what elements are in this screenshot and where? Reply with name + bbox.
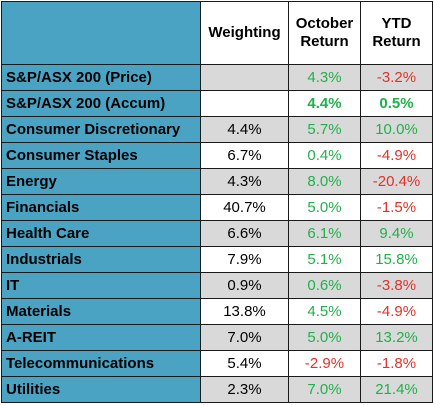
row-name: A-REIT — [1, 324, 201, 351]
header-row: Weighting October Return YTD Return — [1, 1, 433, 65]
row-name: Consumer Staples — [1, 142, 201, 169]
header-corner-cell — [1, 1, 201, 65]
row-ytd-return: -4.9% — [360, 298, 433, 325]
table-row: S&P/ASX 200 (Accum) 4.4% 0.5% — [1, 90, 433, 117]
header-october-return: October Return — [288, 1, 361, 65]
table-row: Industrials 7.9% 5.1% 15.8% — [1, 246, 433, 273]
row-october-return: 4.4% — [288, 90, 361, 117]
table-row: Utilities 2.3% 7.0% 21.4% — [1, 376, 433, 403]
row-ytd-return: -1.5% — [360, 194, 433, 221]
table-row: IT 0.9% 0.6% -3.8% — [1, 272, 433, 299]
row-ytd-return: -1.8% — [360, 350, 433, 377]
row-october-return: 6.1% — [288, 220, 361, 247]
row-name: Industrials — [1, 246, 201, 273]
row-weighting: 0.9% — [200, 272, 289, 299]
row-name: Consumer Discretionary — [1, 116, 201, 143]
row-ytd-return: -3.8% — [360, 272, 433, 299]
row-october-return: 5.0% — [288, 324, 361, 351]
header-weighting: Weighting — [200, 1, 289, 65]
row-october-return: 7.0% — [288, 376, 361, 403]
row-weighting: 4.4% — [200, 116, 289, 143]
row-october-return: 5.1% — [288, 246, 361, 273]
row-ytd-return: 21.4% — [360, 376, 433, 403]
table-row: Energy 4.3% 8.0% -20.4% — [1, 168, 433, 195]
row-october-return: 5.0% — [288, 194, 361, 221]
row-ytd-return: -20.4% — [360, 168, 433, 195]
row-weighting: 6.6% — [200, 220, 289, 247]
row-weighting — [200, 90, 289, 117]
row-ytd-return: -4.9% — [360, 142, 433, 169]
row-ytd-return: 10.0% — [360, 116, 433, 143]
row-weighting: 2.3% — [200, 376, 289, 403]
row-name: Telecommunications — [1, 350, 201, 377]
row-name: IT — [1, 272, 201, 299]
row-weighting: 5.4% — [200, 350, 289, 377]
row-october-return: 5.7% — [288, 116, 361, 143]
row-weighting: 7.9% — [200, 246, 289, 273]
table-row: Financials 40.7% 5.0% -1.5% — [1, 194, 433, 221]
table-row: Materials 13.8% 4.5% -4.9% — [1, 298, 433, 325]
row-name: Financials — [1, 194, 201, 221]
row-october-return: 0.6% — [288, 272, 361, 299]
row-october-return: 8.0% — [288, 168, 361, 195]
row-october-return: 4.5% — [288, 298, 361, 325]
row-ytd-return: -3.2% — [360, 64, 433, 91]
row-october-return: 0.4% — [288, 142, 361, 169]
row-october-return: 4.3% — [288, 64, 361, 91]
table-row: Consumer Discretionary 4.4% 5.7% 10.0% — [1, 116, 433, 143]
row-weighting: 4.3% — [200, 168, 289, 195]
table-row: Health Care 6.6% 6.1% 9.4% — [1, 220, 433, 247]
row-ytd-return: 15.8% — [360, 246, 433, 273]
table-row: A-REIT 7.0% 5.0% 13.2% — [1, 324, 433, 351]
row-name: Energy — [1, 168, 201, 195]
header-ytd-return: YTD Return — [360, 1, 433, 65]
row-weighting: 40.7% — [200, 194, 289, 221]
row-name: Health Care — [1, 220, 201, 247]
row-ytd-return: 9.4% — [360, 220, 433, 247]
row-weighting: 6.7% — [200, 142, 289, 169]
table-row: Consumer Staples 6.7% 0.4% -4.9% — [1, 142, 433, 169]
row-name: Materials — [1, 298, 201, 325]
row-ytd-return: 0.5% — [360, 90, 433, 117]
row-weighting — [200, 64, 289, 91]
row-ytd-return: 13.2% — [360, 324, 433, 351]
table-row: Telecommunications 5.4% -2.9% -1.8% — [1, 350, 433, 377]
row-weighting: 7.0% — [200, 324, 289, 351]
row-weighting: 13.8% — [200, 298, 289, 325]
row-october-return: -2.9% — [288, 350, 361, 377]
row-name: S&P/ASX 200 (Accum) — [1, 90, 201, 117]
row-name: S&P/ASX 200 (Price) — [1, 64, 201, 91]
table-row: S&P/ASX 200 (Price) 4.3% -3.2% — [1, 64, 433, 91]
row-name: Utilities — [1, 376, 201, 403]
